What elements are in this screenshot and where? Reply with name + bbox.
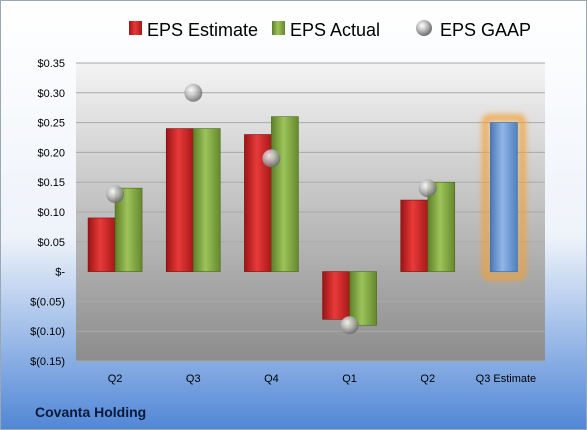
x-tick-label: Q3 Estimate bbox=[476, 373, 537, 385]
y-tick-label: $0.10 bbox=[37, 207, 65, 219]
y-tick-label: $0.20 bbox=[37, 147, 65, 159]
bar-eps-actual bbox=[192, 128, 221, 272]
legend-actual-swatch bbox=[272, 21, 285, 35]
y-tick-label: $0.25 bbox=[37, 118, 65, 130]
y-tick-label: $(0.10) bbox=[30, 326, 65, 338]
bar-eps-actual bbox=[114, 187, 143, 272]
x-tick-label: Q2 bbox=[420, 373, 435, 385]
x-tick-label: Q3 bbox=[186, 373, 201, 385]
legend-estimate-swatch bbox=[129, 21, 142, 35]
highlight-glow bbox=[481, 114, 526, 281]
bars bbox=[87, 114, 526, 326]
legend-actual-label: EPS Actual bbox=[290, 20, 380, 40]
bar-eps-actual bbox=[271, 116, 299, 272]
y-tick-label: $0.05 bbox=[37, 237, 65, 249]
gaap-point bbox=[418, 179, 437, 198]
bar-eps-estimate bbox=[322, 271, 350, 320]
legend: EPS Estimate EPS Actual EPS GAAP bbox=[129, 20, 531, 40]
legend-gaap-sphere-icon bbox=[416, 20, 432, 36]
y-tick-label: $0.30 bbox=[37, 88, 65, 100]
company-name: Covanta Holding bbox=[35, 404, 146, 420]
gaap-point bbox=[184, 83, 203, 102]
bar-eps-estimate bbox=[165, 128, 194, 272]
gridlines bbox=[76, 62, 545, 362]
x-tick-label: Q4 bbox=[264, 373, 279, 385]
gaap-point bbox=[340, 316, 359, 335]
x-tick-label: Q2 bbox=[108, 373, 123, 385]
y-tick-label: $0.35 bbox=[37, 58, 65, 70]
bar-eps-actual bbox=[427, 181, 456, 272]
gaap-point bbox=[262, 149, 281, 168]
x-axis-tick-labels: Q2 Q3 Q4 Q1 Q2 Q3 Estimate bbox=[108, 373, 536, 385]
y-axis-tick-labels: $0.35 $0.30 $0.25 $0.20 $0.15 $0.10 $0.05 $- $(0… bbox=[30, 58, 65, 368]
bar-eps-actual bbox=[349, 271, 377, 326]
gaap-markers bbox=[106, 83, 437, 335]
x-tick-label: Q1 bbox=[342, 373, 357, 385]
y-tick-label: $- bbox=[55, 267, 65, 279]
bar-eps-estimate bbox=[87, 217, 116, 272]
gaap-point bbox=[106, 185, 125, 204]
bar-eps-estimate bbox=[400, 199, 429, 272]
y-tick-label: $(0.05) bbox=[30, 296, 65, 308]
legend-gaap-label: EPS GAAP bbox=[440, 20, 531, 40]
bar-q3-estimate bbox=[490, 122, 518, 272]
legend-estimate-label: EPS Estimate bbox=[147, 20, 258, 40]
y-tick-label: $(0.15) bbox=[30, 356, 65, 368]
y-tick-label: $0.15 bbox=[37, 177, 65, 189]
